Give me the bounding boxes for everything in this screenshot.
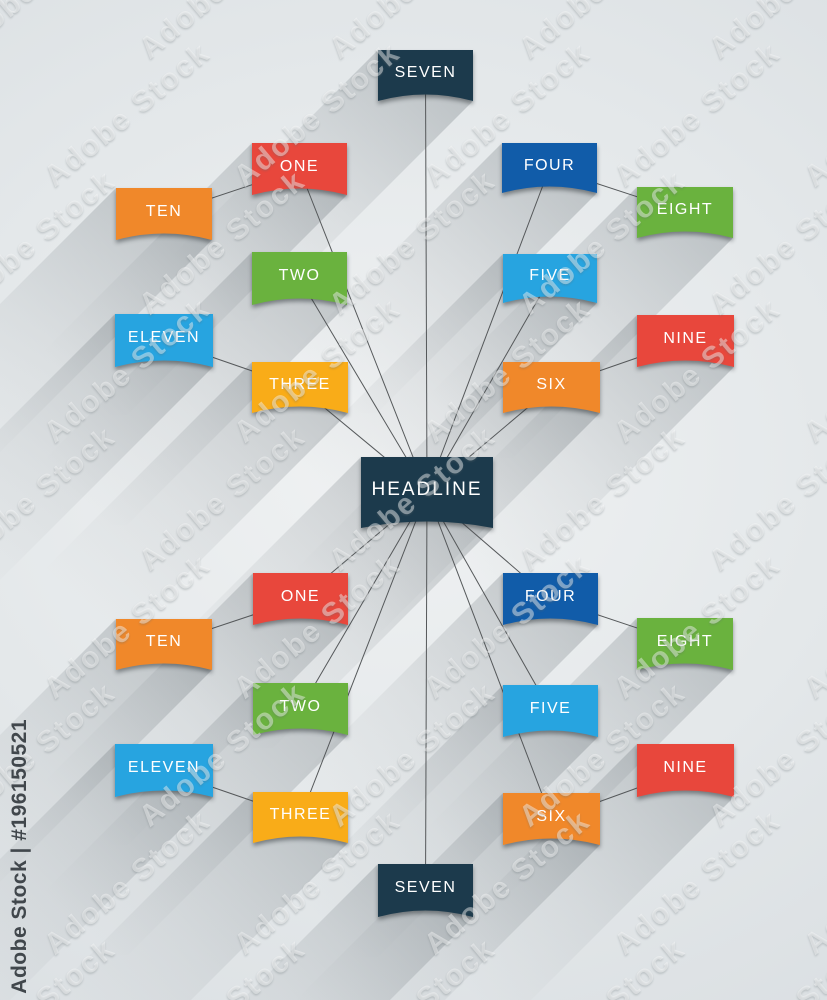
node-ribbon-shape [253,683,348,735]
node-six-bottom: SIX [503,793,600,845]
long-shadow-three-bottom [45,792,348,1000]
node-label: ELEVEN [127,759,201,776]
node-ribbon-shape [503,685,598,737]
node-label: FIVE [529,267,571,284]
node-label: FIVE [529,699,572,717]
connector-two-bottom-to-headline [300,492,428,710]
node-ribbon-shape [115,314,213,367]
node-ribbon-shape [252,362,348,413]
node-eleven-top: ELEVEN [115,314,213,367]
node-label: SIX [536,807,567,825]
node-two-bottom: TWO [253,683,348,735]
node-ribbon-shape [637,618,733,670]
node-label: FOUR [523,156,576,174]
node-ribbon-shape [637,744,734,797]
node-four-bottom: FOUR [503,573,598,625]
long-shadow-eleven-bottom [0,744,213,1000]
node-label: TEN [145,202,183,220]
node-headline: HEADLINE [361,457,493,528]
long-shadow-nine-top [417,315,734,587]
connector-four-top-to-headline [426,167,550,493]
node-label: EIGHT [656,201,714,218]
node-ten-top: TEN [116,188,212,240]
node-ribbon-shape [503,573,598,625]
connector-two-top-to-headline [299,278,428,493]
connector-seven-top-to-headline [425,75,428,493]
node-six-top: SIX [503,362,600,413]
node-three-top: THREE [252,362,348,413]
long-shadow-three-top [32,362,348,633]
node-label: ONE [279,157,320,175]
node-label: SEVEN [394,64,457,81]
node-label: SEVEN [394,879,457,896]
node-ribbon-shape [253,792,348,843]
node-one-bottom: ONE [253,573,348,625]
connector-six-bottom-to-headline [426,492,552,820]
node-seven-bottom: SEVEN [378,864,473,917]
node-label: TWO [279,697,322,715]
node-label: ELEVEN [127,329,201,346]
long-shadow-four-bottom [283,573,598,845]
node-two-top: TWO [252,252,347,305]
node-label: EIGHT [656,632,714,650]
node-label: THREE [269,806,332,823]
connector-five-top-to-headline [426,278,551,493]
node-one-top: ONE [252,143,347,195]
node-ribbon-shape [637,315,734,367]
node-ribbon-shape [116,188,212,240]
node-ribbon-shape [637,187,733,238]
connector-five-bottom-to-headline [426,492,551,712]
node-ribbon-shape [502,143,597,193]
node-seven-top: SEVEN [378,50,473,101]
node-five-top: FIVE [503,254,597,303]
node-eight-bottom: EIGHT [637,618,733,670]
node-label: NINE [663,329,708,347]
connector-seven-bottom-to-headline [425,492,428,891]
node-nine-bottom: NINE [637,744,734,797]
node-ribbon-shape [253,573,348,625]
node-label: FOUR [524,587,577,605]
node-label: NINE [663,759,708,776]
node-label: ONE [280,587,321,605]
node-three-bottom: THREE [253,792,348,843]
node-ribbon-shape [116,619,212,670]
node-ribbon-shape [378,50,473,101]
node-ribbon-shape [503,793,600,845]
node-ribbon-shape [361,457,493,528]
node-label: TWO [278,267,321,284]
stock-credit-text: Adobe Stock | #196150521 [8,719,31,994]
node-four-top: FOUR [502,143,597,193]
node-ribbon-shape [115,744,213,797]
node-ten-bottom: TEN [116,619,212,670]
node-ribbon-shape [503,362,600,413]
connector-three-bottom-to-headline [300,492,428,818]
node-label: HEADLINE [371,479,483,500]
node-ribbon-shape [252,143,347,195]
connector-one-top-to-headline [299,168,428,493]
node-eight-top: EIGHT [637,187,733,238]
node-ribbon-shape [378,864,473,917]
long-shadow-eleven-top [0,314,213,580]
node-eleven-bottom: ELEVEN [115,744,213,797]
node-nine-top: NINE [637,315,734,367]
long-shadow-five-top [283,254,597,523]
node-label: TEN [145,633,183,650]
node-five-bottom: FIVE [503,685,598,737]
long-shadow-four-top [282,143,597,413]
node-label: THREE [269,376,331,393]
node-ribbon-shape [503,254,597,303]
node-label: SIX [536,376,567,393]
node-ribbon-shape [252,252,347,305]
